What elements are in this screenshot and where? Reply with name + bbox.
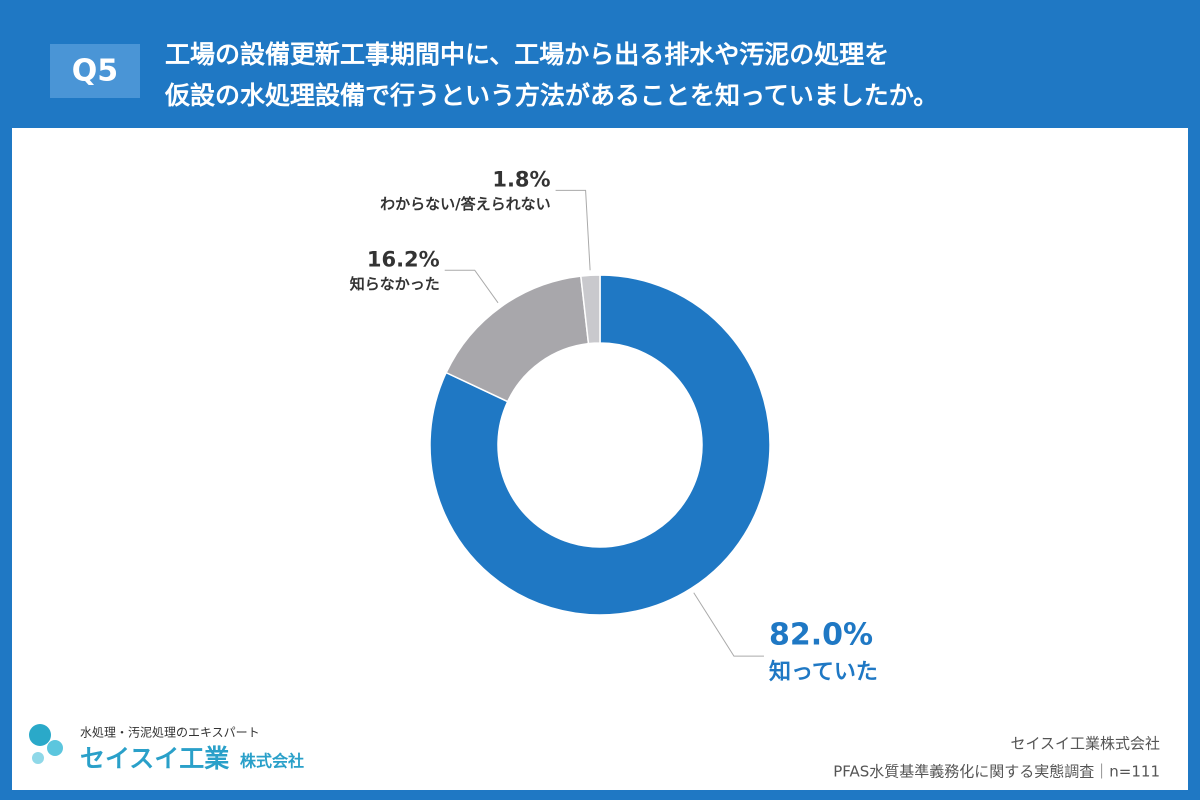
leader-line: [555, 189, 591, 271]
value-label: 16.2%: [367, 247, 440, 271]
footer-survey: PFAS水質基準義務化に関する実態調査｜n=111: [833, 763, 1160, 781]
footer-company: セイスイ工業株式会社: [1010, 735, 1160, 753]
logo-mark: [29, 724, 51, 746]
category-label: 知らなかった: [350, 275, 440, 293]
logo-name: セイスイ工業: [80, 744, 229, 773]
value-label: 82.0%: [769, 618, 873, 653]
panel: [12, 128, 1188, 790]
logo-suffix: 株式会社: [240, 752, 304, 771]
question-number: Q5: [72, 54, 118, 89]
logo-mark: [47, 740, 63, 756]
category-label: 知っていた: [769, 659, 878, 685]
slice: [429, 274, 771, 616]
question-title: 仮設の水処理設備で行うという方法があることを知っていましたか。: [164, 81, 938, 110]
category-label: わからない/答えられない: [380, 195, 550, 213]
leader-line: [444, 269, 499, 304]
donut-chart: 82.0% 知っていた 16.2% 知らなかった 1.8% わからない/答えられない: [350, 167, 878, 685]
question-badge: [50, 44, 140, 98]
logo-tagline: 水処理・汚泥処理のエキスパート: [80, 726, 260, 740]
value-label: 1.8%: [492, 167, 550, 191]
question-title: 工場の設備更新工事期間中に、工場から出る排水や汚泥の処理を: [165, 40, 889, 69]
leader-line: [693, 592, 764, 657]
logo-mark: [32, 752, 44, 764]
slice: [579, 274, 601, 345]
